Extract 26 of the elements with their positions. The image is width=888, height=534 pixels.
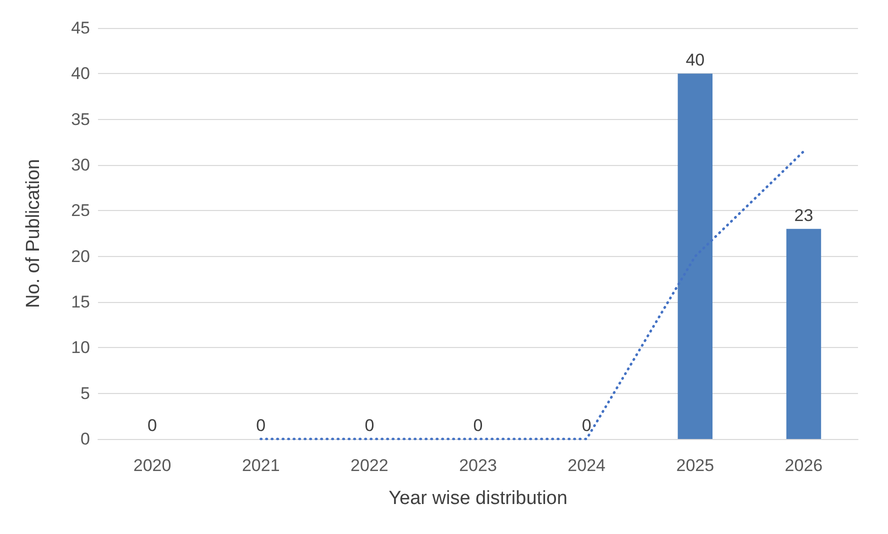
x-axis-title: Year wise distribution xyxy=(388,488,568,509)
y-axis-title: No. of Publication xyxy=(23,159,44,308)
y-tick-label: 0 xyxy=(80,430,90,448)
y-tick-label: 45 xyxy=(71,18,90,38)
y-tick-label: 40 xyxy=(71,64,90,84)
x-tick-label: 2020 xyxy=(133,456,172,475)
y-tick-label: 20 xyxy=(71,246,90,266)
data-label: 0 xyxy=(148,416,158,435)
x-tick-label: 2024 xyxy=(568,456,606,475)
x-tick-label: 2026 xyxy=(784,456,823,475)
y-tick-label: 35 xyxy=(71,110,90,129)
x-tick-label: 2025 xyxy=(676,456,714,475)
data-label: 0 xyxy=(473,416,483,435)
y-tick-label: 10 xyxy=(71,338,90,358)
data-label: 0 xyxy=(582,416,592,435)
x-tick-label: 2023 xyxy=(459,456,497,475)
y-tick-label: 15 xyxy=(71,292,90,312)
y-tick-label: 5 xyxy=(80,384,90,403)
data-label: 0 xyxy=(256,416,266,435)
x-tick-label: 2022 xyxy=(350,456,388,475)
y-tick-label: 25 xyxy=(71,201,90,220)
data-label: 23 xyxy=(794,206,814,225)
y-tick-label: 30 xyxy=(71,156,90,174)
data-label: 0 xyxy=(364,416,374,435)
x-tick-label: 2021 xyxy=(242,456,280,475)
data-label: 40 xyxy=(686,50,705,70)
